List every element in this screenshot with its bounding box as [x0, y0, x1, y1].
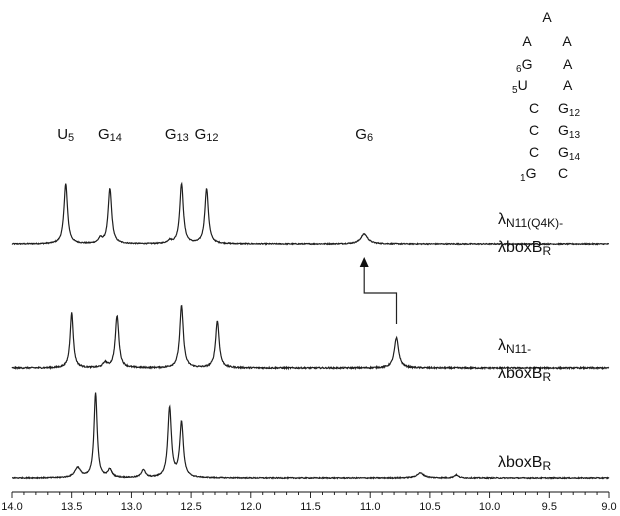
hairpin-nucleotide: A	[563, 56, 573, 72]
spectrum-trace-2	[11, 304, 610, 371]
hairpin-nucleotide: C	[558, 165, 568, 181]
trace-label-2-line-1: λN11-	[498, 337, 531, 356]
x-tick-label: 10.0	[479, 501, 500, 513]
hairpin-nucleotide: A	[563, 77, 573, 93]
spectra-traces	[11, 181, 610, 480]
trace-label-1-line-1: λN11(Q4K)-	[498, 211, 563, 230]
spectrum-trace-3	[11, 392, 610, 480]
trace-labels: λN11(Q4K)- λboxBR λN11- λboxBR λboxBR	[498, 211, 563, 473]
trace-label-1-line-2: λboxBR	[498, 239, 551, 258]
hairpin-nucleotide: G14	[558, 144, 580, 163]
hairpin-nucleotide: A	[542, 9, 552, 25]
x-tick-label: 10.5	[419, 501, 440, 513]
hairpin-nucleotide: G12	[558, 100, 580, 119]
x-tick-label: 11.5	[300, 501, 321, 513]
arrow-line	[363, 266, 398, 324]
trace-label-2-line-2: λboxBR	[498, 365, 551, 384]
annotation-arrow	[359, 257, 398, 324]
peak-label-G6: G6	[355, 126, 373, 144]
x-axis: 14.0 13.5 13.0 12.5 12.0 11.5 11.0 10.5 10.0 9.5 9…	[1, 491, 617, 513]
x-tick-label: 12.0	[240, 501, 261, 513]
hairpin-nucleotide: 5U	[512, 77, 528, 96]
x-tick-label: 12.5	[180, 501, 201, 513]
hairpin-nucleotide: C	[529, 144, 539, 160]
hairpin-nucleotide: 1G	[520, 165, 536, 184]
x-tick-label: 13.5	[61, 501, 82, 513]
x-tick-label: 13.0	[121, 501, 142, 513]
x-tick-label: 11.0	[360, 501, 381, 513]
hairpin-nucleotide: 6G	[516, 56, 532, 75]
hairpin-nucleotide: C	[529, 122, 539, 138]
arrow-head	[359, 257, 369, 267]
hairpin-nucleotide: C	[529, 100, 539, 116]
peak-label-U5: U5	[57, 126, 74, 144]
hairpin-nucleotide: A	[562, 33, 572, 49]
trace-label-3-line-1: λboxBR	[498, 454, 551, 473]
hairpin-nucleotide: G13	[558, 122, 580, 141]
x-tick-label: 9.0	[601, 501, 616, 513]
x-tick-label: 9.5	[542, 501, 557, 513]
x-tick-label: 14.0	[1, 501, 22, 513]
hairpin-nucleotide: A	[522, 33, 532, 49]
peak-label-G12: G12	[195, 126, 219, 144]
peak-labels: U5 G14 G13 G12 G6	[57, 126, 373, 144]
peak-label-G14: G14	[98, 126, 122, 144]
peak-label-G13: G13	[165, 126, 189, 144]
spectrum-trace-1	[11, 181, 609, 246]
